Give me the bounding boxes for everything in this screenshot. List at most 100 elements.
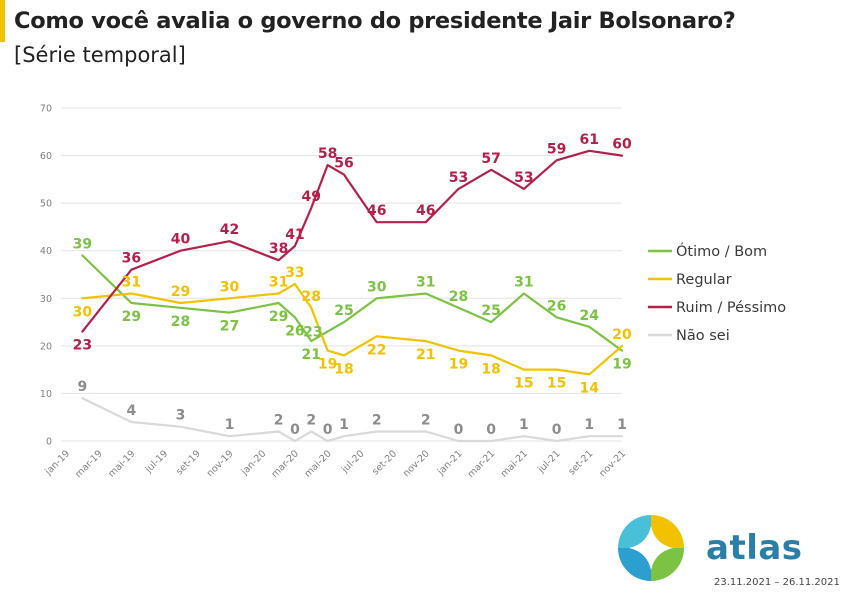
y-tick-label: 50 [40,199,52,210]
atlas-logo-icon [618,515,684,581]
chart-title: Como você avalia o governo do presidente… [14,8,736,34]
x-tick-label: mar-21 [466,448,498,480]
y-tick-label: 10 [40,389,52,400]
data-label: 3 [176,408,186,424]
data-label: 1 [584,417,594,433]
data-label: 0 [323,422,333,438]
data-label: 36 [122,251,141,267]
data-label: 28 [171,314,190,330]
data-label: 60 [612,137,632,153]
x-tick-label: jan-20 [239,448,269,478]
series-line [81,397,624,443]
data-label: 30 [367,279,387,295]
y-tick-label: 0 [46,437,52,448]
x-tick-label: mai-21 [499,448,530,479]
data-label: 61 [580,132,599,148]
data-label: 21 [416,347,435,363]
legend-label: Ruim / Péssimo [676,300,786,316]
x-tick-label: mar-20 [269,448,301,480]
data-label: 23 [73,338,92,354]
x-tick-label: nov-19 [205,448,236,479]
data-label: 31 [269,275,288,291]
data-label: 18 [334,361,353,377]
data-label: 0 [290,422,300,438]
data-label: 49 [302,189,321,205]
series-lines [81,149,624,443]
data-label: 26 [285,323,304,339]
legend-label: Regular [676,272,732,288]
x-tick-label: mai-20 [302,448,333,479]
data-label: 31 [122,275,141,291]
data-label: 42 [220,222,239,238]
brand-name: atlas [706,528,803,568]
x-tick-label: set-20 [370,448,399,477]
data-label: 2 [306,412,316,428]
x-tick-label: nov-21 [597,448,628,479]
series-line [81,149,624,333]
data-label: 56 [334,156,353,172]
x-tick-label: jul-21 [535,448,562,475]
data-label: 2 [274,412,284,428]
x-tick-label: jan-21 [435,448,465,478]
x-tick-label: jul-20 [339,448,366,475]
data-label: 30 [220,279,240,295]
data-label: 28 [302,289,321,305]
data-label: 40 [171,232,191,248]
legend-label: Não sei [676,328,730,344]
data-label: 29 [171,284,190,300]
data-label: 0 [454,422,464,438]
data-label: 15 [547,376,566,392]
data-label: 26 [547,298,566,314]
x-tick-label: mar-19 [73,448,105,480]
data-label: 1 [519,417,529,433]
chart-subtitle: [Série temporal] [14,43,186,67]
x-tick-label: set-19 [174,448,203,477]
data-label: 39 [73,236,92,252]
data-label: 0 [552,422,562,438]
data-label: 24 [580,308,600,324]
series-line [81,254,624,352]
x-tick-label: jan-19 [42,448,72,478]
data-label: 1 [617,417,627,433]
data-label: 19 [318,357,337,373]
data-label: 14 [580,380,600,396]
data-label: 57 [481,151,500,167]
title-accent-bar [0,0,5,42]
legend: Ótimo / Bom Regular Ruim / Péssimo Não sei [648,242,786,344]
data-label: 58 [318,146,337,162]
y-tick-label: 30 [40,294,52,305]
series-line [81,282,624,376]
data-label: 23 [303,325,322,341]
data-label: 21 [302,347,321,363]
data-label: 31 [416,275,435,291]
data-label: 30 [73,304,93,320]
data-label: 25 [334,303,353,319]
data-label: 1 [225,417,235,433]
y-tick-label: 60 [40,151,52,162]
gridlines [61,107,622,442]
x-axis: jan-19 mar-19 mai-19 jul-19 set-19 nov-19 jan-… [42,448,628,480]
data-label: 59 [547,141,566,157]
y-tick-label: 70 [40,104,52,115]
x-tick-label: jul-19 [143,448,170,475]
y-tick-label: 40 [40,246,52,257]
x-tick-label: nov-20 [401,448,432,479]
data-label: 38 [269,241,288,257]
legend-label: Ótimo / Bom [676,242,767,260]
data-label: 53 [449,170,468,186]
data-label: 1 [339,417,349,433]
survey-date-range: 23.11.2021 – 26.11.2021 [714,577,840,588]
data-label: 46 [416,203,435,219]
data-label: 0 [486,422,496,438]
x-tick-label: mai-19 [106,448,137,479]
data-label: 27 [220,319,239,335]
data-label: 18 [481,361,500,377]
data-label: 2 [372,412,382,428]
y-tick-label: 20 [40,341,52,352]
data-label: 4 [127,403,137,419]
data-label: 20 [612,327,632,343]
data-label: 33 [285,265,304,281]
data-label: 22 [367,342,386,358]
